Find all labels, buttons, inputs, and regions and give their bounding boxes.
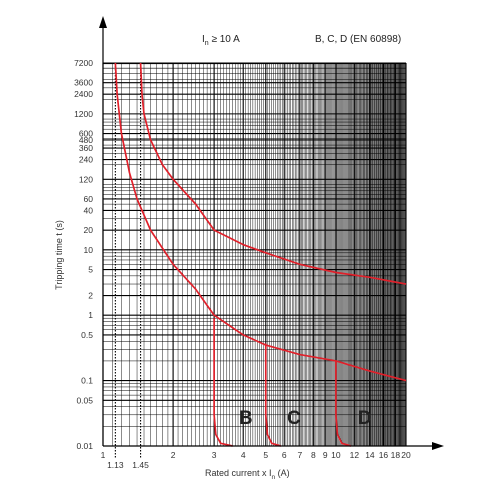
curve-label-d: D (358, 408, 372, 429)
y-tick-label: 240 (79, 155, 93, 165)
x-tick-label-reference: 1.45 (132, 460, 149, 470)
trip-curve-B-instantaneous (213, 318, 233, 447)
x-axis-arrow-icon (432, 442, 444, 450)
grid-major (102, 62, 407, 447)
x-tick-label: 4 (241, 450, 246, 460)
x-tick-label: 12 (350, 450, 360, 460)
header-current: In ≥ 10 A (202, 34, 240, 47)
x-tick-label: 16 (379, 450, 389, 460)
y-tick-label: 1200 (74, 109, 93, 119)
y-tick-label: 2400 (74, 89, 93, 99)
y-tick-label: 40 (84, 205, 94, 215)
x-tick-label: 7 (297, 450, 302, 460)
y-tick-label: 60 (84, 194, 94, 204)
y-axis-title: Tripping time t (s) (54, 220, 64, 290)
y-axis-arrow-icon (99, 16, 107, 28)
x-tick-label: 3 (212, 450, 217, 460)
y-tick-label: 10 (84, 245, 94, 255)
grid-minor (102, 62, 407, 447)
y-tick-label: 1 (88, 310, 93, 320)
y-tick-label: 20 (84, 225, 94, 235)
x-tick-label: 18 (391, 450, 401, 460)
x-tick-label: 6 (282, 450, 287, 460)
y-tick-label: 0.5 (81, 330, 93, 340)
curve-labels: B C D (239, 408, 372, 429)
y-tick-label: 360 (79, 143, 93, 153)
x-tick-label: 9 (323, 450, 328, 460)
trip-curve-D-instantaneous (335, 360, 352, 447)
trip-curve-upper-envelope (139, 62, 407, 285)
x-tick-label: 5 (263, 450, 268, 460)
x-tick-label: 14 (365, 450, 375, 460)
x-tick-label: 20 (401, 450, 411, 460)
y-tick-label: 0.05 (76, 395, 93, 405)
curve-label-b: B (239, 408, 253, 429)
header-standard: B, C, D (EN 60898) (315, 34, 401, 45)
curves (114, 62, 407, 447)
y-tick-label: 0.01 (76, 441, 93, 451)
x-tick-label: 1 (101, 450, 106, 460)
curve-label-c: C (287, 408, 301, 429)
x-axis-title: Rated current x In (A) (205, 468, 290, 481)
y-tick-label: 0.1 (81, 376, 93, 386)
trip-curve-lower-envelope (114, 62, 407, 382)
y-tick-label: 5 (88, 265, 93, 275)
x-tick-label-reference: 1.13 (107, 460, 124, 470)
x-tick-label: 2 (171, 450, 176, 460)
y-tick-label: 2 (88, 291, 93, 301)
y-tick-label: 600 (79, 129, 93, 139)
x-tick-labels: 1 2 3 4 5 6 7 8 9 10 12 14 16 18 201.13 1.45 (101, 450, 411, 470)
y-tick-label: 7200 (74, 58, 93, 68)
x-tick-label: 10 (331, 450, 341, 460)
y-tick-label: 3600 (74, 78, 93, 88)
x-tick-label: 8 (311, 450, 316, 460)
y-tick-label: 120 (79, 174, 93, 184)
axes (99, 16, 444, 450)
y-tick-label: 480 (79, 135, 93, 145)
trip-curve-C-instantaneous (264, 343, 282, 447)
